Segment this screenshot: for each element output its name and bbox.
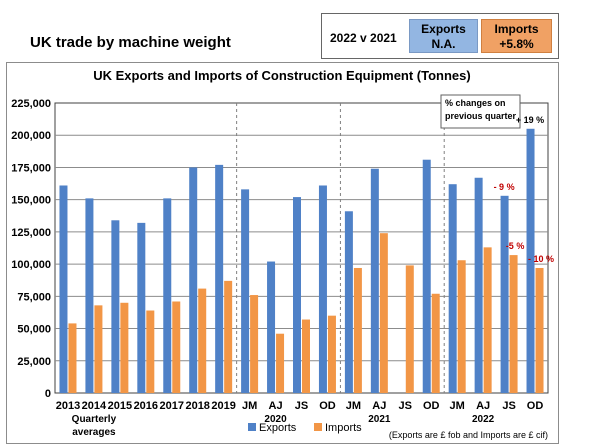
y-tick-label: 225,000 [11,98,51,110]
imports-bar [353,267,362,393]
exports-bar [526,128,535,393]
legend-swatch [314,423,322,431]
imports-bar [457,260,466,393]
exports-bar [241,189,250,393]
imports-bar [327,315,336,393]
x-tick-label: OD [319,400,336,412]
imports-change-value: +5.8% [499,37,534,51]
imports-bar [224,280,233,393]
annotation-header-box [440,94,521,129]
pct-change-label: + 19 % [516,115,544,125]
imports-bar [509,255,518,393]
plot-area [54,102,549,394]
exports-bar [422,159,431,393]
imports-bar [120,302,129,393]
y-tick-label: 125,000 [11,227,51,239]
x-tick-label: JM [346,400,361,412]
exports-bar [370,168,379,393]
x-tick-label: AJ [269,400,283,412]
x-tick-label: OD [423,400,440,412]
exports-bar [344,211,353,393]
imports-bar [94,305,103,393]
imports-change-label: Imports [494,22,539,36]
exports-bar [163,198,172,393]
exports-bar [137,222,146,393]
x-tick-label: AJ [476,400,490,412]
imports-change-box: Imports +5.8% [481,19,552,53]
annotation-header-line: previous quarter [445,111,517,121]
x-group-label: 2021 [368,414,391,425]
x-tick-label: JM [242,400,257,412]
imports-bar [379,233,388,393]
imports-bar [250,295,259,393]
exports-bar [215,164,224,393]
y-tick-label: 100,000 [11,259,51,271]
imports-bar [172,301,181,393]
exports-bar [85,198,94,393]
imports-bar [405,265,414,393]
y-tick-label: 200,000 [11,130,51,142]
imports-bar [198,288,207,393]
y-tick-label: 150,000 [11,195,51,207]
x-tick-label: 2013 [56,400,80,412]
x-group-label: 2020 [264,414,287,425]
y-tick-label: 50,000 [17,324,51,336]
x-group-label: Quarterly [72,414,117,425]
imports-bar [276,333,285,393]
imports-bar [431,293,440,393]
exports-change-label: Exports [421,22,466,36]
imports-bar [302,319,310,393]
page-title: UK trade by machine weight [30,34,231,51]
x-tick-label: 2018 [185,400,209,412]
legend-swatch [248,423,256,431]
annotation-header-line: % changes on [445,98,506,108]
x-tick-label: 2014 [82,400,107,412]
chart-title: UK Exports and Imports of Construction E… [93,68,470,83]
exports-bar [293,197,301,393]
imports-bar [535,267,544,393]
x-tick-label: 2015 [108,400,132,412]
imports-bar [483,247,492,393]
exports-bar [318,185,327,393]
exports-bar [474,177,483,393]
x-tick-label: 2016 [134,400,158,412]
x-group-label: 2022 [472,414,495,425]
x-tick-label: JS [399,400,412,412]
exports-bar [500,195,509,393]
x-group-label: averages [72,427,116,438]
footnote: (Exports are £ fob and Imports are £ cif… [389,430,548,440]
exports-bar [267,261,276,393]
x-tick-label: AJ [372,400,386,412]
comparison-period: 2022 v 2021 [330,31,397,45]
x-tick-label: JM [450,400,465,412]
legend-label: Imports [325,422,362,434]
exports-bar [59,185,68,393]
x-tick-label: OD [527,400,544,412]
pct-change-label: -5 % [506,241,525,251]
exports-bar [111,220,120,393]
exports-change-box: Exports N.A. [409,19,478,53]
imports-bar [146,310,155,393]
pct-change-label: - 10 % [528,254,554,264]
x-tick-label: 2019 [211,400,235,412]
y-tick-label: 0 [45,388,51,400]
exports-change-value: N.A. [431,37,456,51]
imports-bar [68,323,77,393]
y-tick-label: 25,000 [17,356,51,368]
exports-bar [189,167,198,393]
x-tick-label: JS [295,400,308,412]
x-tick-label: 2017 [160,400,184,412]
y-tick-label: 75,000 [17,291,51,303]
legend-label: Exports [259,422,297,434]
x-tick-label: JS [502,400,515,412]
y-tick-label: 175,000 [11,162,51,174]
exports-bar [448,184,457,393]
yoy-summary-box: 2022 v 2021 Exports N.A. Imports +5.8% [321,13,559,59]
pct-change-label: - 9 % [494,182,515,192]
